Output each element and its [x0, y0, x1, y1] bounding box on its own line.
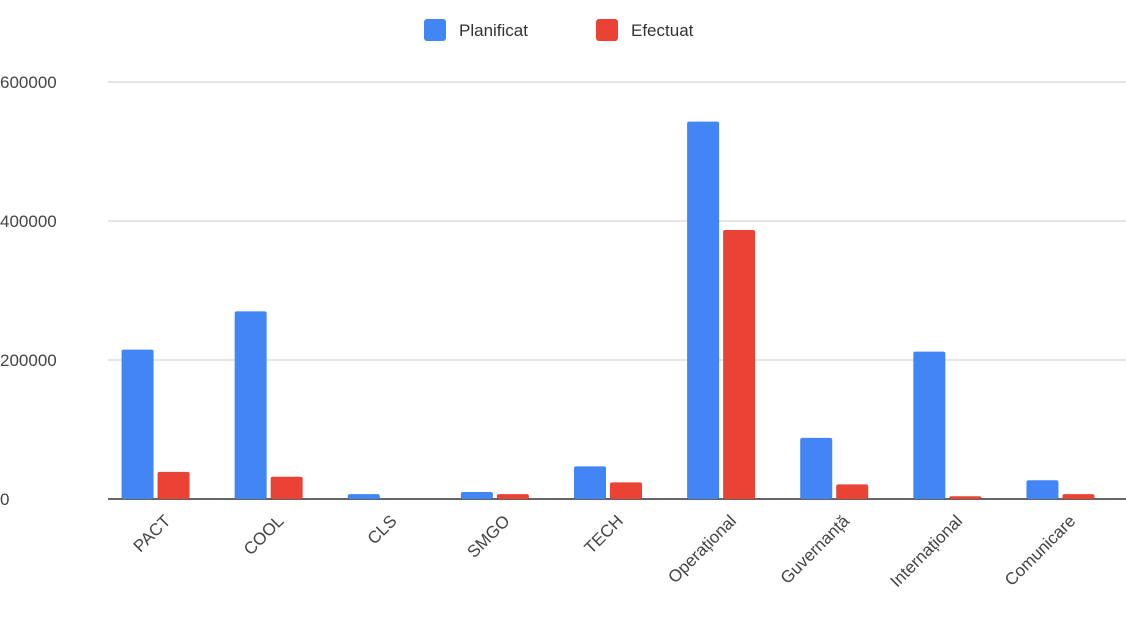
bar-planificat-1[interactable] — [234, 311, 267, 499]
bar-planificat-3[interactable] — [460, 492, 493, 499]
bar-efectuat-6[interactable] — [836, 484, 869, 499]
bar-efectuat-5[interactable] — [723, 230, 756, 499]
x-tick-label: Internațional — [887, 511, 967, 591]
bar-planificat-2[interactable] — [347, 494, 380, 499]
legend-swatch-efectuat — [596, 19, 618, 41]
bar-planificat-8[interactable] — [1026, 480, 1059, 499]
x-tick-label: SMGO — [464, 511, 514, 561]
y-tick-label: 600000 — [0, 73, 57, 92]
bar-series — [121, 121, 1095, 500]
bar-efectuat-0[interactable] — [157, 471, 190, 499]
x-tick-label: COOL — [240, 511, 288, 559]
y-tick-label: 200000 — [0, 351, 57, 370]
legend-label-planificat: Planificat — [459, 21, 528, 40]
legend-swatch-planificat — [424, 19, 446, 41]
x-tick-label: PACT — [130, 511, 175, 556]
y-tick-label: 400000 — [0, 212, 57, 231]
y-tick-label: 0 — [0, 490, 9, 509]
bar-efectuat-7[interactable] — [949, 496, 982, 499]
x-tick-label: CLS — [364, 511, 401, 548]
x-tick-label: Comunicare — [1001, 511, 1079, 589]
x-tick-label: Guvernanță — [777, 511, 854, 588]
bar-efectuat-1[interactable] — [270, 476, 303, 499]
bar-efectuat-4[interactable] — [610, 482, 642, 499]
bar-efectuat-3[interactable] — [496, 494, 529, 499]
x-axis-tick-labels: PACT COOL CLS SMGO TECH Operațional Guvernanță… — [130, 511, 1079, 591]
bar-planificat-4[interactable] — [574, 466, 606, 499]
bar-planificat-7[interactable] — [913, 351, 946, 499]
bar-planificat-0[interactable] — [121, 349, 154, 499]
bar-planificat-5[interactable] — [687, 121, 720, 500]
bar-efectuat-8[interactable] — [1062, 494, 1095, 499]
chart-legend: Planificat Efectuat — [424, 19, 694, 41]
y-axis-tick-labels: 0 200000 400000 600000 — [0, 73, 57, 509]
x-tick-label: TECH — [581, 511, 627, 557]
legend-label-efectuat: Efectuat — [631, 21, 694, 40]
x-tick-label: Operațional — [664, 511, 740, 587]
bar-planificat-6[interactable] — [800, 437, 833, 499]
